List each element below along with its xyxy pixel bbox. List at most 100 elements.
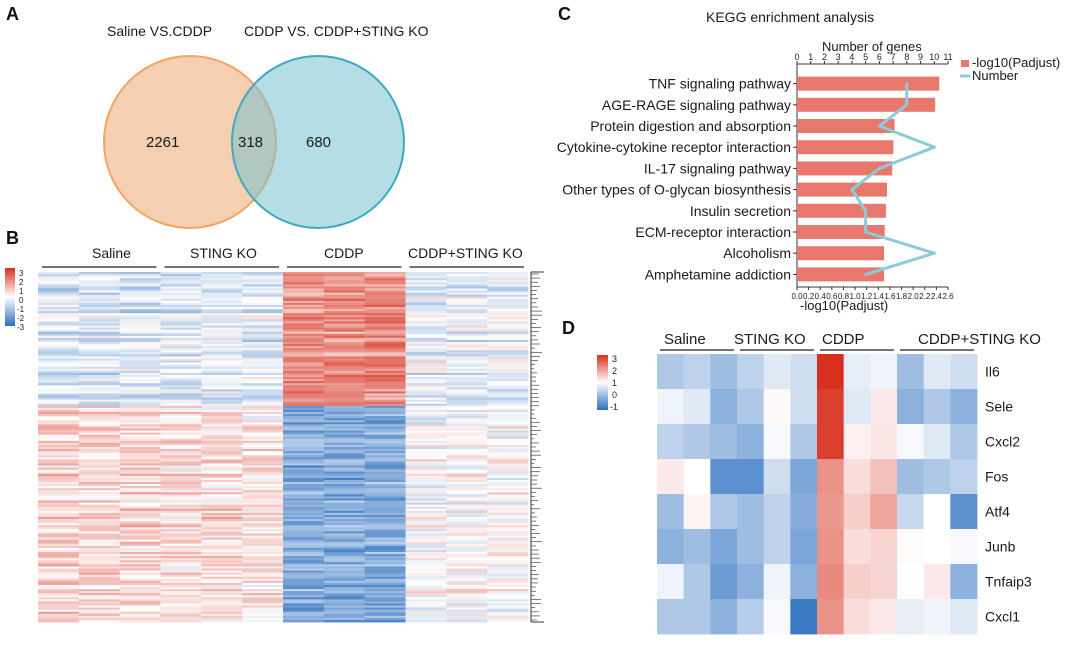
heatmap-b-cell [38,391,80,394]
heatmap-b-cell [119,309,161,312]
heatmap-b-cell [78,469,121,473]
heatmap-b-cell [38,313,80,316]
heatmap-b-cell [405,434,447,438]
heatmap-b-cell [446,514,488,518]
heatmap-b-cell [283,498,325,501]
heatmap-b-cell [201,280,243,283]
heatmap-b-cell [78,576,121,580]
heatmap-b-cell [405,422,447,425]
heatmap-b-cell [160,508,202,512]
heatmap-d-group-saline: Saline [664,331,706,348]
heatmap-b-cell [38,327,80,331]
heatmap-b-cell [78,619,121,623]
heatmap-b-cell [283,385,325,388]
heatmap-b-cell [487,319,529,322]
heatmap-b-cell [119,274,161,277]
heatmap-d-cell [763,459,791,495]
panel-label-b: B [6,228,19,248]
heatmap-b-cell [119,432,161,436]
heatmap-b-cell [201,313,243,316]
heatmap-b-cell [364,440,406,444]
heatmap-b-cell [78,564,121,567]
heatmap-b-cell [364,447,406,450]
heatmap-b-cell [487,533,529,536]
heatmap-b-cell [242,315,284,318]
heatmap-b-cell [446,346,488,349]
heatmap-b-cell [487,403,529,407]
heatmap-b-cell [201,317,243,320]
heatmap-b-cell [201,453,243,456]
heatmap-b-cell [364,473,406,477]
heatmap-b-cell [446,545,488,549]
kegg-top-tick-label: 4 [849,52,854,62]
heatmap-b-cell [364,576,406,580]
heatmap-b-cell [446,414,488,417]
heatmap-b-cell [487,323,529,326]
kegg-top-tick-label: 7 [891,52,896,62]
heatmap-b-cell [242,377,284,380]
heatmap-b-cell [201,451,243,454]
heatmap-b-cell [405,572,447,576]
heatmap-b-cell [323,356,366,359]
heatmap-b-cell [119,395,161,398]
heatmap-b-cell [242,420,284,423]
heatmap-b-cell [405,290,447,293]
heatmap-b-cell [242,307,284,310]
heatmap-b-cell [405,327,447,331]
heatmap-b-cell [78,453,121,456]
heatmap-b-cell [323,619,366,623]
heatmap-b-cell [242,350,284,353]
heatmap-b-cell [364,599,406,602]
heatmap-b-color-legend: 3 2 1 0 -1 -2 -3 [5,268,25,332]
heatmap-b-cell [487,331,529,335]
heatmap-b-cell [446,603,488,606]
heatmap-d-cell [950,564,978,600]
heatmap-b-cell [78,479,121,483]
heatmap-b-cell [38,315,80,318]
heatmap-b-cell [323,348,366,351]
heatmap-b-cell [446,444,488,448]
heatmap-b-cell [78,294,121,298]
heatmap-b-cell [283,584,325,588]
kegg-legend: -log10(Padjust) Number [960,55,1060,83]
heatmap-b-cell [283,317,325,320]
heatmap-b-cell [119,346,161,349]
heatmap-b-cell [119,514,161,518]
heatmap-d-cell [763,599,791,635]
heatmap-b-cell [201,272,243,275]
kegg-category-label: Insulin secretion [690,203,791,219]
heatmap-b-cell [119,298,161,302]
heatmap-b-cell [364,304,406,308]
heatmap-b-cell [364,438,406,442]
heatmap-b-cell [201,564,243,567]
heatmap-b-cell [283,381,325,384]
heatmap-b-cell [364,342,406,345]
heatmap-b-cell [242,525,284,528]
heatmap-b-cell [283,560,325,563]
heatmap-b-cell [201,465,243,468]
heatmap-b-cell [242,274,284,277]
heatmap-b-cell [160,321,202,324]
heatmap-b-cell [405,453,447,456]
heatmap-d-cell [710,529,738,565]
heatmap-b-cell [283,420,325,423]
heatmap-b-cell [201,397,243,401]
heatmap-b-cell [201,436,243,440]
heatmap-b-cell [78,617,121,621]
heatmap-b-cell [487,294,529,298]
heatmap-b-cell [119,457,161,460]
heatmap-b-cell [405,302,447,306]
heatmap-b-cell [78,599,121,602]
heatmap-b-cell [119,374,161,378]
heatmap-b-cell [487,377,529,380]
heatmap-b-cell [242,389,284,392]
heatmap-b-cell [405,527,447,530]
heatmap-b-cell [405,366,447,370]
heatmap-b-cell [405,385,447,388]
heatmap-b-cell [323,329,366,333]
heatmap-b-legend-tick: 1 [19,287,24,296]
heatmap-b-cell [160,352,202,355]
heatmap-b-cell [405,420,447,423]
heatmap-b-cell [487,379,529,382]
